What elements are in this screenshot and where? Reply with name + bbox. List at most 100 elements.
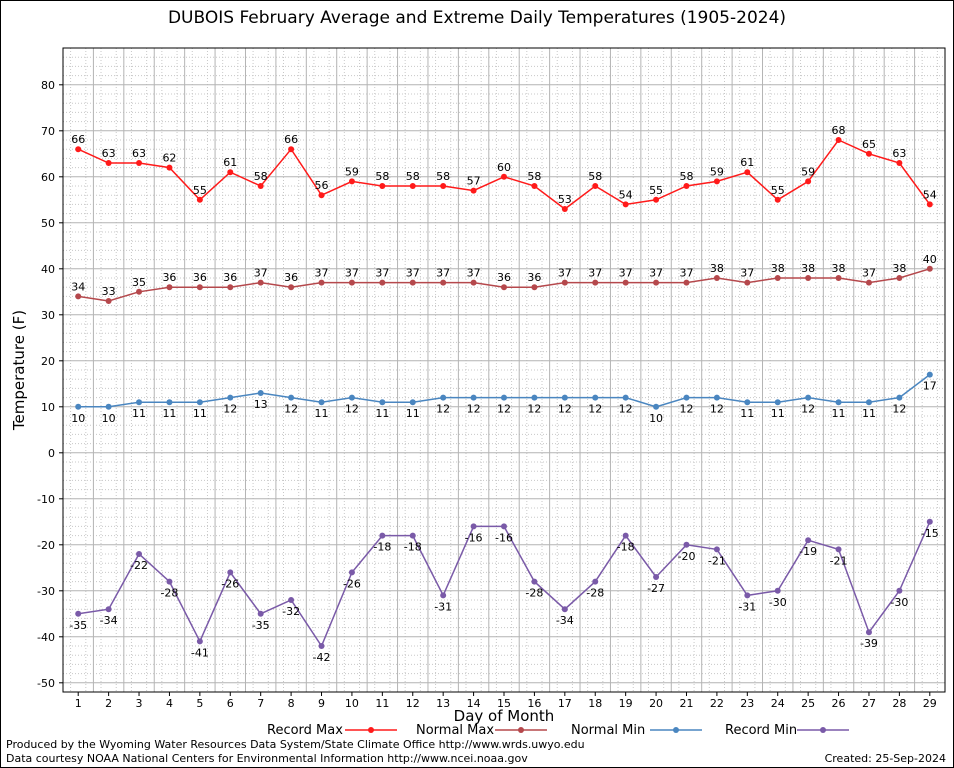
data-label: 54 <box>923 188 937 201</box>
data-label: 11 <box>832 407 846 420</box>
x-tick-label: 17 <box>558 697 572 710</box>
x-tick-label: 21 <box>679 697 693 710</box>
x-tick-label: 5 <box>196 697 203 710</box>
data-label: -32 <box>282 605 300 618</box>
y-tick-label: 0 <box>48 447 55 460</box>
data-label: 12 <box>436 403 450 416</box>
data-label: -16 <box>495 531 513 544</box>
data-point <box>318 643 325 649</box>
x-tick-label: 18 <box>588 697 602 710</box>
data-point <box>926 201 933 208</box>
series-record-max: 66 63 63 62 55 61 58 66 56 59 58 58 58 57 60 58 53 58 54 55… <box>71 124 937 212</box>
x-tick-label: 11 <box>375 697 389 710</box>
data-point <box>348 394 355 401</box>
data-label: 33 <box>102 285 116 298</box>
data-label: 62 <box>162 152 176 165</box>
data-label: 58 <box>436 170 450 183</box>
data-point <box>622 279 629 286</box>
x-tick-label: 15 <box>497 697 511 710</box>
data-label: 57 <box>467 175 481 188</box>
data-label: 12 <box>497 403 511 416</box>
x-tick-label: 10 <box>345 697 359 710</box>
minor-grid <box>63 47 945 693</box>
data-point <box>592 279 599 286</box>
series-layer: 66 63 63 62 55 61 58 66 56 59 58 58 58 57 60 58 53 58 54 55… <box>69 124 939 664</box>
x-axis-label: Day of Month <box>454 707 555 725</box>
data-label: 63 <box>892 147 906 160</box>
data-point <box>227 284 234 291</box>
data-label: 56 <box>315 179 329 192</box>
data-label: 11 <box>132 407 146 420</box>
data-point <box>257 390 264 396</box>
data-point <box>409 399 416 406</box>
data-point <box>774 399 781 406</box>
data-point <box>257 610 264 617</box>
data-point <box>166 284 173 291</box>
data-point <box>288 146 295 153</box>
data-label: 55 <box>193 184 207 197</box>
data-point <box>744 592 751 599</box>
data-point <box>835 275 842 281</box>
data-point <box>713 178 720 185</box>
data-label: -34 <box>556 614 574 627</box>
data-point <box>683 541 690 548</box>
data-label: 53 <box>558 193 572 206</box>
data-point <box>348 569 355 576</box>
data-label: -15 <box>921 527 939 540</box>
y-tick-label: -10 <box>37 493 55 506</box>
data-label: 12 <box>619 403 633 416</box>
data-point <box>470 523 477 530</box>
data-point <box>75 146 82 153</box>
data-label: 12 <box>801 403 815 416</box>
data-point <box>865 629 872 636</box>
y-axis: -50 -40 -30 -20 -10 0 10 20 30 40 50 60 70 80 <box>37 79 63 690</box>
data-point <box>592 578 599 585</box>
data-point <box>227 569 234 576</box>
data-point <box>257 279 264 286</box>
data-point <box>531 284 538 291</box>
data-label: 17 <box>923 380 937 393</box>
x-tick-label: 1 <box>75 697 82 710</box>
data-point <box>653 196 660 203</box>
x-tick-label: 6 <box>227 697 234 710</box>
data-point <box>196 399 203 406</box>
data-label: 58 <box>527 170 541 183</box>
data-label: 11 <box>162 407 176 420</box>
data-point <box>744 399 751 406</box>
data-point <box>196 196 203 203</box>
x-tick-label: 16 <box>527 697 541 710</box>
data-point <box>653 279 660 286</box>
x-tick-label: 27 <box>862 697 876 710</box>
data-label: 55 <box>649 184 663 197</box>
data-label: 10 <box>649 412 663 425</box>
legend-label: Record Max <box>267 723 343 738</box>
y-tick-label: 70 <box>41 125 55 138</box>
data-point <box>774 587 781 594</box>
data-label: -28 <box>525 587 543 600</box>
data-label: -27 <box>647 582 665 595</box>
data-label: -26 <box>343 577 361 590</box>
data-point <box>835 546 842 553</box>
data-label: 11 <box>375 407 389 420</box>
data-point <box>196 638 203 645</box>
data-label: 12 <box>345 403 359 416</box>
legend-label: Normal Max <box>416 723 494 738</box>
legend-label: Normal Min <box>571 723 645 738</box>
data-label: 12 <box>223 403 237 416</box>
data-label: -28 <box>586 587 604 600</box>
data-label: 11 <box>740 407 754 420</box>
data-label: 11 <box>193 407 207 420</box>
data-point <box>379 279 386 286</box>
x-tick-label: 13 <box>436 697 450 710</box>
data-point <box>75 403 82 410</box>
data-label: -18 <box>404 541 422 554</box>
data-point <box>105 298 112 304</box>
data-label: -22 <box>130 559 148 572</box>
data-label: 36 <box>497 271 511 284</box>
data-point <box>257 183 264 189</box>
chart-title: DUBOIS February Average and Extreme Dail… <box>167 8 787 28</box>
data-label: -20 <box>677 550 695 563</box>
x-axis: 1 2 3 4 5 6 7 8 9 10 11 12 13 14 15 16 17 18 19 20 21 22 23 24 2… <box>75 692 937 710</box>
data-point <box>622 532 629 539</box>
